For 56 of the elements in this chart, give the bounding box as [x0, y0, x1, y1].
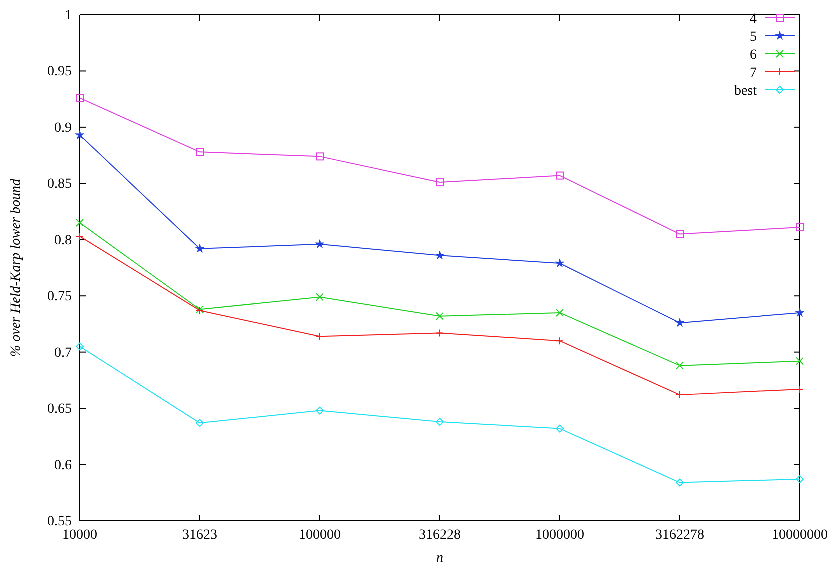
- x-axis-title: n: [436, 551, 444, 566]
- point: [676, 230, 684, 238]
- y-tick-label: 0.9: [54, 120, 72, 136]
- point: [436, 312, 444, 320]
- y-tick-label: 0.75: [48, 290, 72, 305]
- legend-label: 5: [750, 30, 757, 45]
- point: [676, 362, 684, 370]
- point: [796, 224, 804, 232]
- point: [675, 318, 685, 328]
- point: [436, 329, 444, 338]
- point: [795, 308, 805, 317]
- point: [436, 418, 444, 426]
- point: [555, 258, 565, 268]
- x-tick-label: 10000: [62, 528, 98, 543]
- point: [76, 342, 84, 351]
- y-tick-label: 0.6: [54, 458, 72, 474]
- point: [315, 240, 325, 248]
- point: [76, 219, 84, 228]
- point: [676, 478, 684, 487]
- y-tick-label: 1: [65, 8, 72, 24]
- point: [796, 475, 804, 484]
- point: [796, 357, 804, 366]
- y-tick-label: 0.7: [54, 346, 72, 361]
- point: [316, 406, 324, 415]
- point: [76, 232, 84, 241]
- point: [196, 148, 204, 156]
- y-tick-label: 0.85: [48, 177, 72, 192]
- point: [796, 385, 804, 394]
- point: [75, 130, 85, 140]
- point: [76, 94, 84, 102]
- x-tick-label: 10000000: [772, 528, 828, 543]
- point: [436, 178, 444, 187]
- point: [556, 172, 564, 180]
- point: [316, 332, 324, 341]
- y-tick-label: 0.95: [48, 64, 72, 80]
- y-tick-label: 0.65: [48, 402, 72, 418]
- x-tick-label: 31623: [182, 528, 218, 543]
- point: [676, 391, 684, 400]
- point: [556, 308, 564, 317]
- legend-label: 6: [750, 48, 757, 63]
- point: [435, 250, 445, 260]
- x-tick-label: 1000000: [536, 528, 584, 543]
- point: [195, 244, 205, 253]
- y-tick-label: 0.55: [48, 514, 72, 530]
- point: [316, 152, 324, 161]
- legend-label: 7: [750, 66, 757, 81]
- legend-label: best: [734, 84, 758, 99]
- x-tick-label: 316228: [419, 528, 461, 543]
- point: [196, 419, 204, 428]
- x-tick-label: 3162278: [656, 528, 704, 543]
- point: [316, 293, 324, 302]
- y-axis-title: % over Held-Karp lower bound: [9, 178, 24, 358]
- y-tick-label: 0.8: [54, 233, 72, 248]
- point: [556, 424, 564, 433]
- x-tick-label: 100000: [299, 528, 341, 543]
- point: [556, 337, 564, 346]
